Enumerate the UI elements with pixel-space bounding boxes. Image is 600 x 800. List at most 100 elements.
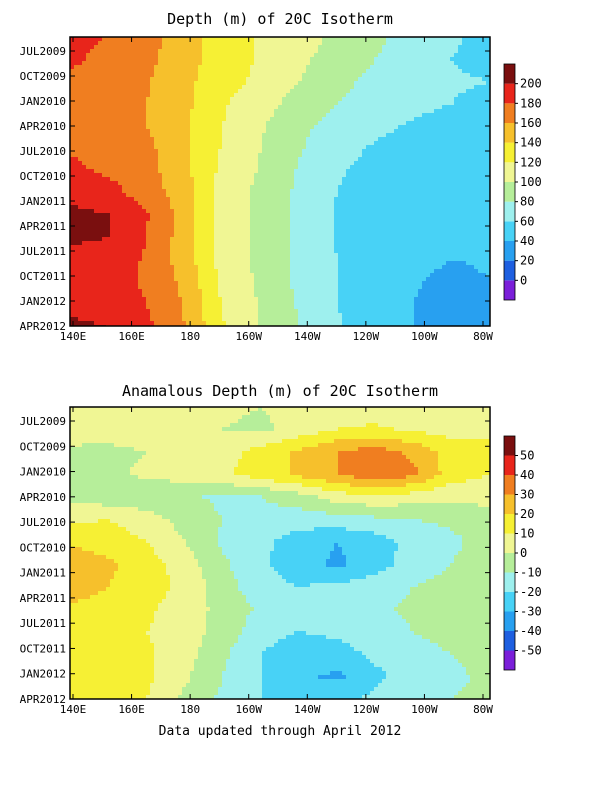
heatmap-cell	[210, 121, 215, 126]
heatmap-cell	[410, 121, 415, 126]
heatmap-cell	[458, 149, 463, 154]
heatmap-cell	[70, 205, 75, 210]
heatmap-cell	[366, 125, 371, 130]
heatmap-cell	[106, 117, 111, 122]
heatmap-cell	[218, 101, 223, 106]
heatmap-cell	[466, 125, 471, 130]
heatmap-cell	[222, 177, 227, 182]
heatmap-cell	[206, 217, 211, 222]
heatmap-cell	[114, 45, 119, 50]
heatmap-cell	[478, 129, 483, 134]
heatmap-cell	[366, 193, 371, 198]
heatmap-cell	[238, 213, 243, 218]
heatmap-cell	[326, 137, 331, 142]
heatmap-cell	[470, 173, 475, 178]
heatmap-cell	[410, 109, 415, 114]
heatmap-cell	[430, 117, 435, 122]
heatmap-cell	[330, 49, 335, 54]
heatmap-cell	[266, 37, 271, 42]
heatmap-cell	[114, 109, 119, 114]
heatmap-cell	[226, 101, 231, 106]
heatmap-cell	[198, 113, 203, 118]
heatmap-cell	[210, 73, 215, 78]
heatmap-cell	[414, 141, 419, 146]
heatmap-cell	[314, 185, 319, 190]
heatmap-cell	[346, 213, 351, 218]
heatmap-cell	[334, 73, 339, 78]
heatmap-cell	[438, 209, 443, 214]
heatmap-cell	[342, 117, 347, 122]
heatmap-cell	[262, 201, 267, 206]
heatmap-cell	[362, 141, 367, 146]
heatmap-cell	[238, 109, 243, 114]
heatmap-cell	[162, 129, 167, 134]
heatmap-cell	[254, 101, 259, 106]
heatmap-cell	[334, 169, 339, 174]
heatmap-cell	[174, 37, 179, 42]
heatmap-cell	[290, 41, 295, 46]
heatmap-cell	[82, 177, 87, 182]
heatmap-cell	[150, 113, 155, 118]
heatmap-cell	[222, 201, 227, 206]
heatmap-cell	[198, 177, 203, 182]
heatmap-cell	[382, 189, 387, 194]
heatmap-cell	[342, 45, 347, 50]
heatmap-cell	[250, 45, 255, 50]
heatmap-cell	[426, 37, 431, 42]
heatmap-cell	[254, 89, 259, 94]
heatmap-cell	[462, 209, 467, 214]
heatmap-cell	[298, 165, 303, 170]
heatmap-cell	[302, 169, 307, 174]
heatmap-cell	[122, 77, 127, 82]
heatmap-cell	[82, 101, 87, 106]
heatmap-cell	[458, 217, 463, 222]
heatmap-cell	[126, 157, 131, 162]
heatmap-cell	[298, 89, 303, 94]
heatmap-cell	[258, 101, 263, 106]
heatmap-cell	[326, 161, 331, 166]
heatmap-cell	[422, 157, 427, 162]
heatmap-cell	[202, 141, 207, 146]
heatmap-cell	[182, 181, 187, 186]
heatmap-cell	[334, 197, 339, 202]
heatmap-cell	[486, 77, 491, 82]
heatmap-cell	[362, 137, 367, 142]
heatmap-cell	[218, 113, 223, 118]
heatmap-cell	[134, 101, 139, 106]
heatmap-cell	[314, 197, 319, 202]
heatmap-cell	[334, 37, 339, 42]
heatmap-cell	[414, 117, 419, 122]
heatmap-cell	[314, 81, 319, 86]
heatmap-cell	[394, 109, 399, 114]
heatmap-cell	[354, 49, 359, 54]
heatmap-cell	[222, 49, 227, 54]
heatmap-cell	[222, 45, 227, 50]
heatmap-cell	[102, 201, 107, 206]
heatmap-cell	[198, 81, 203, 86]
heatmap-cell	[250, 181, 255, 186]
heatmap-cell	[442, 101, 447, 106]
heatmap-cell	[354, 57, 359, 62]
heatmap-cell	[190, 85, 195, 90]
heatmap-cell	[374, 49, 379, 54]
heatmap-cell	[338, 201, 343, 206]
heatmap-cell	[246, 97, 251, 102]
heatmap-cell	[298, 201, 303, 206]
heatmap-cell	[186, 121, 191, 126]
heatmap-cell	[322, 53, 327, 58]
heatmap-cell	[146, 121, 151, 126]
heatmap-cell	[154, 85, 159, 90]
heatmap-cell	[318, 65, 323, 70]
heatmap-cell	[458, 69, 463, 74]
heatmap-cell	[122, 133, 127, 138]
heatmap-cell	[198, 65, 203, 70]
heatmap-cell	[334, 81, 339, 86]
heatmap-cell	[438, 97, 443, 102]
heatmap-cell	[310, 189, 315, 194]
heatmap-cell	[318, 153, 323, 158]
heatmap-cell	[74, 177, 79, 182]
heatmap-cell	[302, 65, 307, 70]
heatmap-cell	[426, 73, 431, 78]
heatmap-cell	[74, 173, 79, 178]
heatmap-cell	[178, 185, 183, 190]
